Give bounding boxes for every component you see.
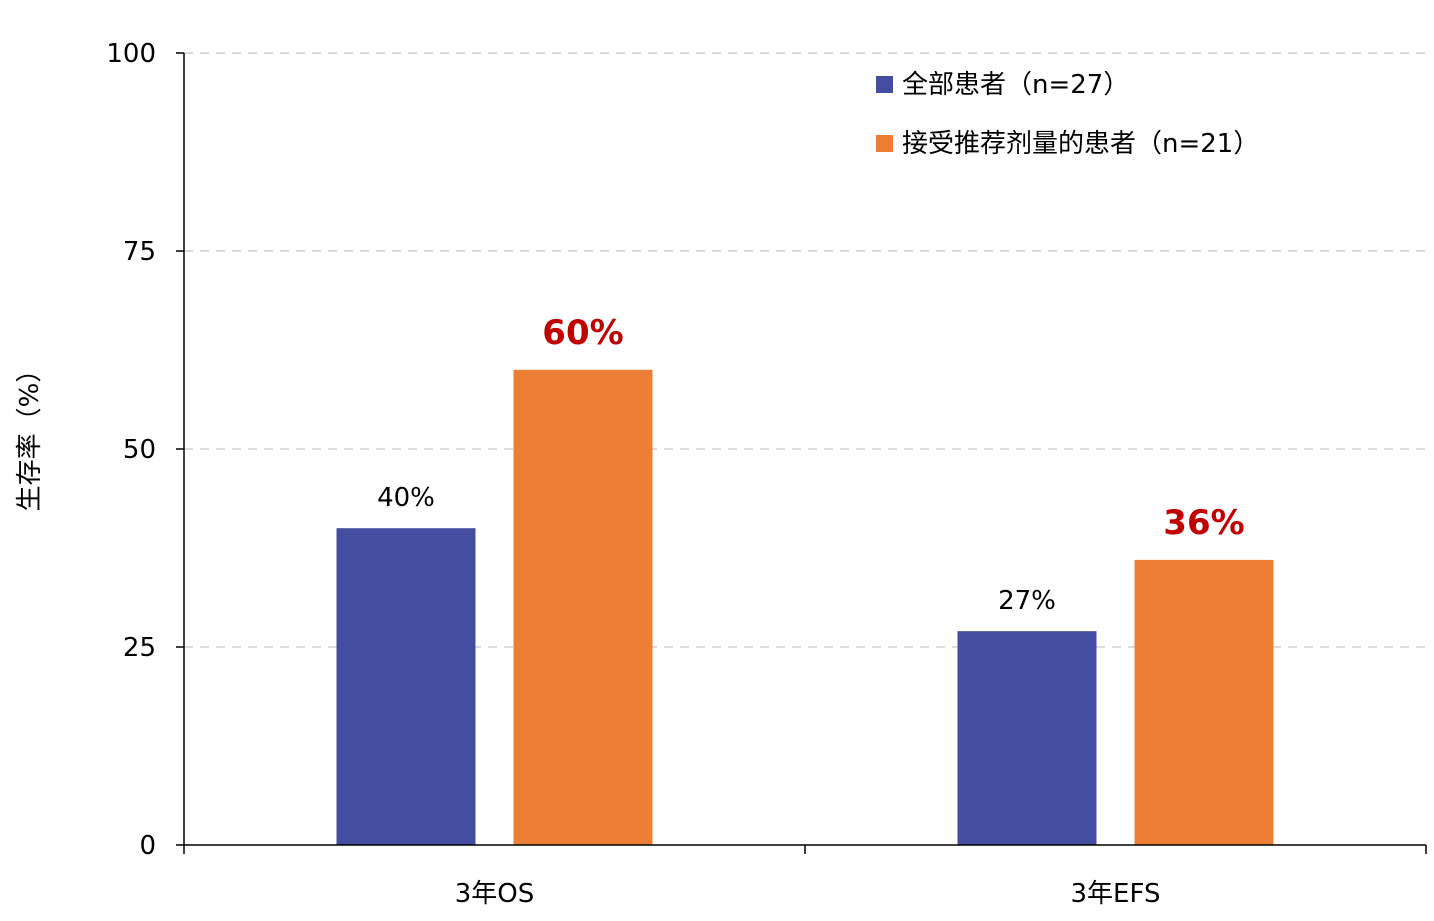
x-category-label: 3年OS xyxy=(455,879,535,909)
y-axis-label: 生存率（%） xyxy=(15,357,45,512)
bars xyxy=(336,369,1274,845)
legend: 全部患者（n=27） 接受推荐剂量的患者（n=21） xyxy=(876,70,1259,159)
legend-label-recommended-dose: 接受推荐剂量的患者（n=21） xyxy=(902,129,1259,159)
axes: 0 25 50 75 100 3年OS 3年EFS xyxy=(106,39,1427,909)
y-tick-label: 25 xyxy=(123,633,156,663)
bar xyxy=(957,631,1097,845)
bar xyxy=(1134,559,1274,845)
data-label: 60% xyxy=(542,313,623,353)
legend-swatch-all-patients xyxy=(876,76,893,93)
bar xyxy=(336,528,476,845)
bar xyxy=(513,369,653,845)
x-category-label: 3年EFS xyxy=(1071,879,1161,909)
legend-swatch-recommended-dose xyxy=(876,135,893,152)
y-tick-label: 50 xyxy=(123,435,156,465)
data-label: 40% xyxy=(377,483,435,513)
y-tick-label: 100 xyxy=(106,39,156,69)
data-label: 27% xyxy=(998,586,1056,616)
legend-label-all-patients: 全部患者（n=27） xyxy=(902,70,1129,100)
y-tick-label: 0 xyxy=(139,831,156,861)
y-tick-label: 75 xyxy=(123,237,156,267)
data-labels: 40% 60% 27% 36% xyxy=(377,313,1245,616)
data-label: 36% xyxy=(1163,503,1244,543)
